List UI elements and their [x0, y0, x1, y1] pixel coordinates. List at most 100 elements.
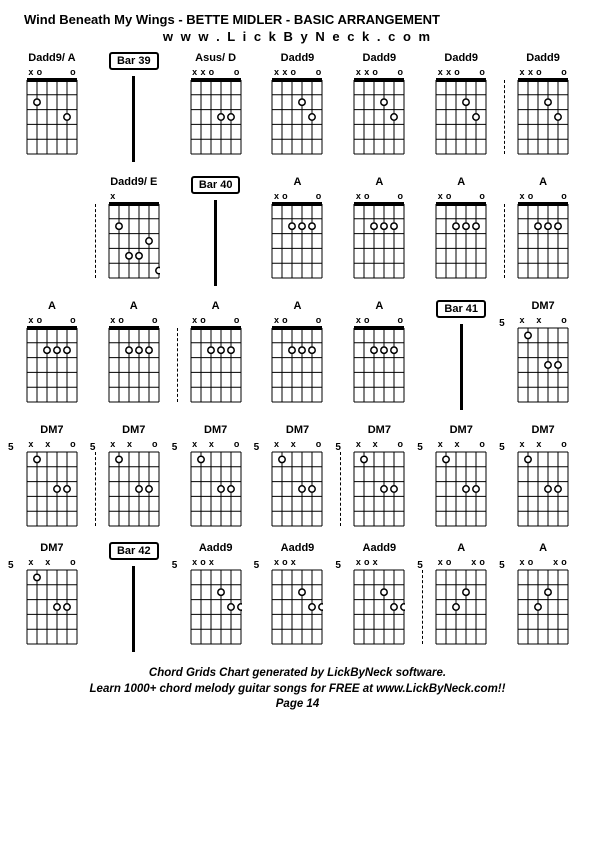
string-marks: xoo — [109, 316, 159, 326]
fretboard-diagram — [353, 202, 405, 280]
chord-label: DM7 — [531, 424, 554, 438]
string-marks: xox — [272, 558, 322, 568]
fretboard-diagram — [26, 78, 78, 156]
chord-cell: DM7xxo5 — [509, 424, 577, 528]
fretboard-diagram — [353, 568, 405, 646]
chord-label: DM7 — [531, 300, 554, 314]
fret-position: 5 — [417, 560, 423, 571]
bar-line — [132, 76, 135, 162]
fretboard-diagram — [108, 450, 160, 528]
beat-divider — [504, 204, 505, 278]
footer-line: Learn 1000+ chord melody guitar songs fo… — [18, 682, 577, 698]
fretboard-diagram — [271, 326, 323, 404]
fret-position: 5 — [8, 442, 14, 453]
chord-cell: Axoo — [100, 300, 168, 410]
chord-cell — [18, 176, 86, 286]
string-marks: xox — [191, 558, 241, 568]
string-marks: xoo — [272, 192, 322, 202]
string-marks: xxo — [518, 440, 568, 450]
fretboard-diagram — [26, 326, 78, 404]
chord-label: A — [294, 300, 302, 314]
chord-label: A — [375, 176, 383, 190]
chord-cell: Axoo — [18, 300, 86, 410]
fretboard-diagram — [435, 78, 487, 156]
chord-cell: Axoo — [264, 300, 332, 410]
fretboard-diagram — [190, 78, 242, 156]
fretboard-diagram — [517, 568, 569, 646]
chord-cell: Axoo — [427, 176, 495, 286]
beat-divider — [422, 570, 423, 644]
fretboard-diagram — [435, 568, 487, 646]
fretboard-diagram — [108, 202, 160, 280]
fret-position: 5 — [254, 442, 260, 453]
bar-label: Bar 42 — [109, 542, 159, 560]
chord-cell: Bar 40 — [182, 176, 250, 286]
fretboard-diagram — [271, 202, 323, 280]
chord-label: A — [48, 300, 56, 314]
string-marks: xxoo — [191, 68, 241, 78]
chord-label: DM7 — [204, 424, 227, 438]
chord-label: Asus/ D — [195, 52, 236, 66]
fretboard-diagram — [271, 78, 323, 156]
chord-cell: Bar 39 — [100, 52, 168, 162]
fretboard-diagram — [435, 202, 487, 280]
chord-cell: DM7xxo5 — [100, 424, 168, 528]
fret-position: 5 — [499, 318, 505, 329]
chord-label: Dadd9/ E — [110, 176, 157, 190]
chord-cell: Axoo — [345, 300, 413, 410]
chord-cell: Asus/ D xxoo — [182, 52, 250, 162]
beat-divider — [177, 328, 178, 402]
string-marks: xxo — [272, 440, 322, 450]
fret-position: 5 — [8, 560, 14, 571]
string-marks: xox — [354, 558, 404, 568]
chord-cell: DM7xxo5 — [18, 424, 86, 528]
chord-cell: Dadd9xxoo — [509, 52, 577, 162]
chord-cell: DM7xxo5 — [427, 424, 495, 528]
chord-label: DM7 — [122, 424, 145, 438]
chord-label: Dadd9/ A — [28, 52, 75, 66]
string-marks: xxo — [354, 440, 404, 450]
chord-label: Dadd9 — [526, 52, 560, 66]
fretboard-diagram — [353, 450, 405, 528]
chord-label: Dadd9 — [444, 52, 478, 66]
fretboard-diagram — [517, 78, 569, 156]
chord-label: A — [457, 542, 465, 556]
chord-label: A — [457, 176, 465, 190]
fretboard-diagram — [271, 568, 323, 646]
beat-divider — [504, 80, 505, 154]
string-marks: xoo — [436, 192, 486, 202]
fretboard-diagram — [435, 450, 487, 528]
chord-cell: Axoo — [264, 176, 332, 286]
chord-cell: Dadd9/ Axoo — [18, 52, 86, 162]
chord-cell: Axoo — [509, 176, 577, 286]
chord-cell: Axoo — [345, 176, 413, 286]
fret-position: 5 — [172, 442, 178, 453]
fretboard-diagram — [190, 450, 242, 528]
string-marks: xxo — [109, 440, 159, 450]
bar-line — [214, 200, 217, 286]
beat-divider — [340, 452, 341, 526]
bar-line — [460, 324, 463, 410]
chord-label: Dadd9 — [281, 52, 315, 66]
chord-cell: Axoo — [182, 300, 250, 410]
bar-label: Bar 39 — [109, 52, 159, 70]
fretboard-diagram — [271, 450, 323, 528]
chord-cell: Aadd9xox5 — [345, 542, 413, 652]
string-marks: xoxo — [518, 558, 568, 568]
chord-label: Aadd9 — [199, 542, 233, 556]
bar-label: Bar 41 — [436, 300, 486, 318]
page-subtitle: w w w . L i c k B y N e c k . c o m — [18, 29, 577, 44]
fretboard-diagram — [190, 568, 242, 646]
chord-cell: Dadd9 xxoo — [345, 52, 413, 162]
string-marks: xoo — [191, 316, 241, 326]
string-marks: xxo — [191, 440, 241, 450]
fret-position: 5 — [335, 560, 341, 571]
fretboard-diagram — [108, 326, 160, 404]
string-marks: xxoo — [354, 68, 404, 78]
chord-cell: Dadd9 xxoo — [264, 52, 332, 162]
chord-label: A — [294, 176, 302, 190]
string-marks: xxoo — [272, 68, 322, 78]
chord-label: A — [539, 176, 547, 190]
chord-label: Dadd9 — [363, 52, 397, 66]
string-marks: xxo — [436, 440, 486, 450]
